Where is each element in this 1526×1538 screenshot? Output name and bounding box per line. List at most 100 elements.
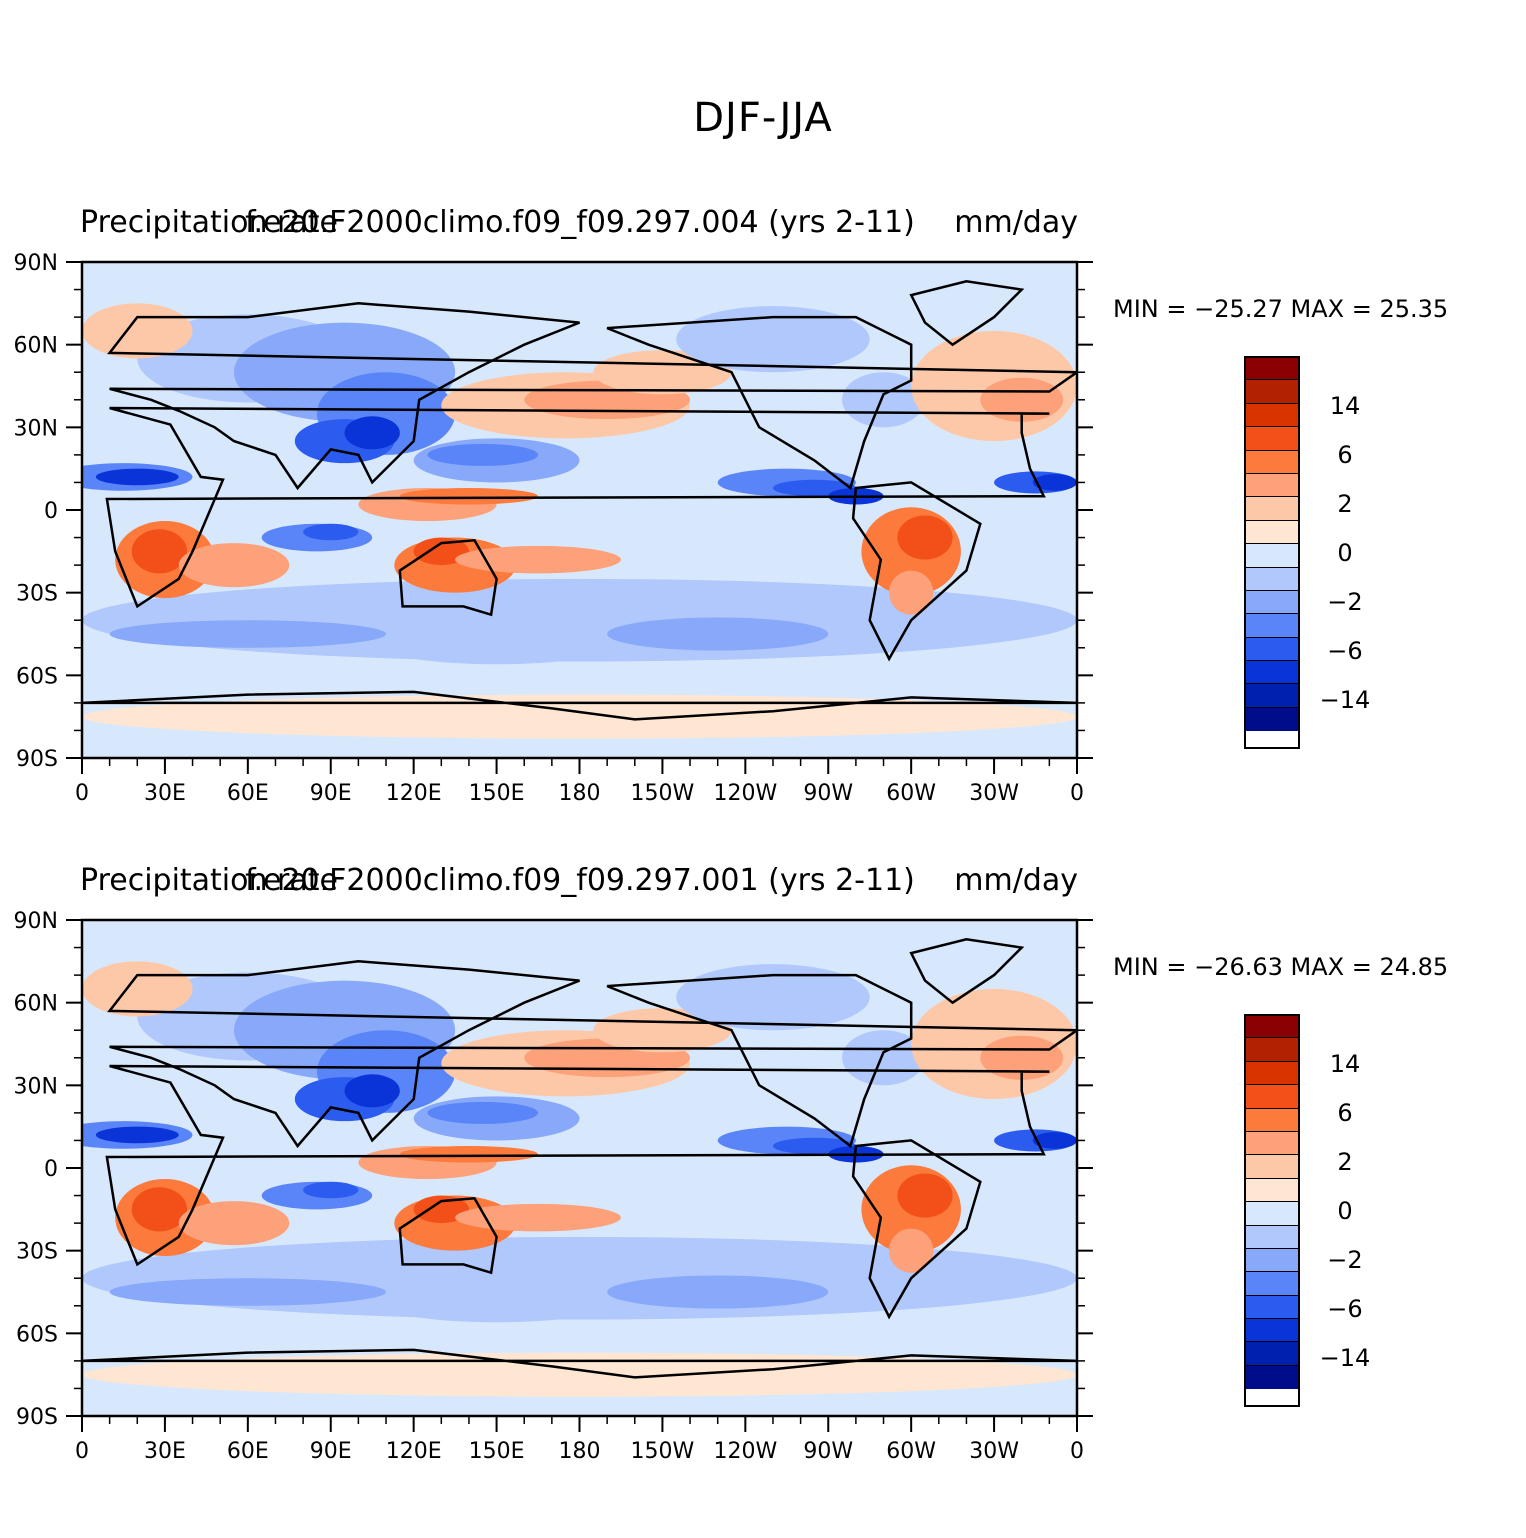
colorbar-segment: [1244, 1131, 1300, 1156]
colorbar-segment: [1244, 380, 1300, 404]
colorbar-segment: [1244, 1225, 1300, 1249]
colorbar-segment: [1244, 1202, 1300, 1226]
colorbar-label: −2: [1327, 1246, 1363, 1274]
colorbar-label: 6: [1337, 441, 1353, 469]
precip-contour-region: [676, 964, 870, 1031]
lon-tick-label: 120E: [386, 781, 442, 806]
colorbar-2: [1244, 1015, 1300, 1390]
figure-title: DJF-JJA: [693, 95, 833, 141]
coastline: [851, 1139, 982, 1320]
coastline: [909, 280, 1025, 347]
precip-contour-region: [399, 1145, 539, 1163]
lat-tick-label: 90N: [14, 251, 58, 276]
coastline: [606, 973, 913, 1149]
precip-contour-region: [413, 537, 469, 566]
colorbar-segment: [1244, 637, 1300, 662]
colorbar-label: 14: [1329, 1050, 1361, 1078]
lon-tick-label: 30W: [969, 1439, 1019, 1464]
colorbar-segment: [1244, 590, 1300, 615]
precip-contour-region: [607, 617, 829, 651]
precip-contour-region: [82, 303, 193, 359]
lat-tick-label: 60N: [14, 992, 58, 1017]
colorbar-segment: [1244, 1319, 1300, 1343]
precip-contour-region: [82, 694, 1077, 739]
lat-tick-label: 60S: [16, 664, 58, 689]
lon-tick-label: 150E: [469, 1439, 525, 1464]
colorbar-segment: [1244, 403, 1300, 428]
precip-contour-region: [413, 1195, 469, 1224]
precip-contour-region: [303, 1181, 359, 1199]
colorbar-label: −14: [1319, 686, 1371, 714]
lon-tick-label: 90W: [803, 1439, 853, 1464]
colorbar-label: −2: [1327, 588, 1363, 616]
precip-contour-region: [82, 961, 193, 1017]
colorbar-segment: [1244, 357, 1300, 381]
lon-tick-label: 120W: [713, 781, 777, 806]
coastline: [82, 690, 1077, 721]
lat-tick-label: 90S: [16, 1405, 58, 1430]
axis-ticks: 90N 60N 30N 0 30S 60S 90S 0 30E 60E 90E 120E 150E 180…: [14, 251, 1093, 806]
precip-contour-region: [178, 543, 290, 588]
colorbar-label: 6: [1337, 1099, 1353, 1127]
colorbar-segment: [1244, 1038, 1300, 1062]
colorbar-label: 2: [1337, 1148, 1353, 1176]
precip-field: [80, 918, 1079, 1418]
lat-tick-label: 30S: [16, 582, 58, 607]
colorbar-segment: [1244, 520, 1300, 545]
precip-contour-region: [427, 1101, 539, 1124]
lon-tick-label: 150W: [631, 781, 695, 806]
lon-tick-label: 120E: [386, 1439, 442, 1464]
precip-contour-region: [427, 443, 539, 466]
coastline: [398, 1196, 498, 1275]
lon-tick-label: 0: [75, 781, 89, 806]
precip-contour-region: [889, 1228, 934, 1273]
colorbar-segment: [1244, 473, 1300, 498]
colorbar-label: −6: [1327, 1295, 1363, 1323]
colorbar-segment: [1244, 1365, 1300, 1390]
map-svg-2: Precipitation rate f.e20.F2000climo.f09_…: [14, 863, 1093, 1464]
precip-contour-region: [455, 545, 621, 574]
coastline: [107, 302, 1077, 491]
colorbar-segment: [1244, 567, 1300, 591]
coastline: [398, 538, 498, 617]
precip-contour-region: [897, 515, 953, 560]
precip-contour-region: [109, 1278, 387, 1306]
precip-contour-region: [131, 529, 188, 574]
colorbar-label: 0: [1337, 1197, 1353, 1225]
lon-tick-label: 90E: [310, 781, 352, 806]
map-panel-2: Precipitation rate f.e20.F2000climo.f09_…: [0, 848, 1526, 1508]
colorbar-segment: [1244, 614, 1300, 638]
precip-contour-region: [344, 1074, 400, 1108]
panel-right-title: mm/day: [954, 863, 1078, 898]
lon-tick-label: 60W: [886, 781, 936, 806]
colorbar-segment: [1244, 497, 1300, 521]
colorbar-label: −14: [1319, 1344, 1371, 1372]
colorbar-segment: [1244, 1015, 1300, 1039]
precip-contour-region: [1032, 1132, 1077, 1149]
panel-left-title: Precipitation rate: [80, 205, 338, 240]
lon-tick-label: 0: [1070, 1439, 1084, 1464]
colorbar-segment: [1244, 1248, 1300, 1273]
colorbar-segment: [1244, 707, 1300, 732]
lat-tick-label: 90S: [16, 747, 58, 772]
panel-center-title: f.e20.F2000climo.f09_f09.297.001 (yrs 2-…: [245, 863, 915, 898]
colorbar-segment: [1244, 427, 1300, 451]
precip-contour-region: [897, 1173, 953, 1218]
precip-contour-region: [455, 1203, 621, 1232]
lon-tick-label: 180: [559, 781, 601, 806]
lon-tick-label: 30E: [144, 1439, 186, 1464]
lon-tick-label: 60E: [227, 781, 269, 806]
precip-contour-region: [344, 416, 400, 450]
lon-tick-label: 180: [559, 1439, 601, 1464]
min-max-text: MIN = −26.63 MAX = 24.85: [1113, 953, 1449, 981]
lon-tick-label: 120W: [713, 1439, 777, 1464]
precip-contour-region: [95, 1126, 179, 1144]
lon-tick-label: 60W: [886, 1439, 936, 1464]
lon-tick-label: 150E: [469, 781, 525, 806]
precip-contour-region: [109, 620, 387, 648]
precip-contour-region: [399, 487, 539, 505]
coastline: [606, 315, 913, 491]
lat-tick-label: 30N: [14, 1074, 58, 1099]
colorbar-segment: [1244, 1108, 1300, 1132]
lon-tick-label: 0: [75, 1439, 89, 1464]
